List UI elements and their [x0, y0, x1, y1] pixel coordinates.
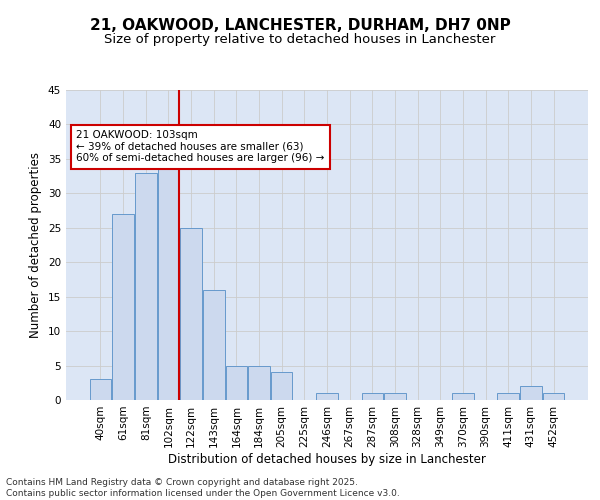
Bar — [497, 393, 519, 400]
Bar — [316, 393, 338, 400]
Bar — [271, 372, 292, 400]
Text: Size of property relative to detached houses in Lanchester: Size of property relative to detached ho… — [104, 32, 496, 46]
Text: Contains HM Land Registry data © Crown copyright and database right 2025.
Contai: Contains HM Land Registry data © Crown c… — [6, 478, 400, 498]
Bar — [452, 393, 473, 400]
Bar — [158, 145, 179, 400]
Bar — [520, 386, 542, 400]
Bar — [543, 393, 564, 400]
Y-axis label: Number of detached properties: Number of detached properties — [29, 152, 43, 338]
Bar — [248, 366, 270, 400]
Bar — [362, 393, 383, 400]
Bar — [90, 380, 111, 400]
Text: 21 OAKWOOD: 103sqm
← 39% of detached houses are smaller (63)
60% of semi-detache: 21 OAKWOOD: 103sqm ← 39% of detached hou… — [76, 130, 325, 164]
Bar — [203, 290, 224, 400]
Bar — [384, 393, 406, 400]
Bar — [112, 214, 134, 400]
Bar — [226, 366, 247, 400]
Bar — [181, 228, 202, 400]
Text: 21, OAKWOOD, LANCHESTER, DURHAM, DH7 0NP: 21, OAKWOOD, LANCHESTER, DURHAM, DH7 0NP — [89, 18, 511, 32]
X-axis label: Distribution of detached houses by size in Lanchester: Distribution of detached houses by size … — [168, 452, 486, 466]
Bar — [135, 172, 157, 400]
